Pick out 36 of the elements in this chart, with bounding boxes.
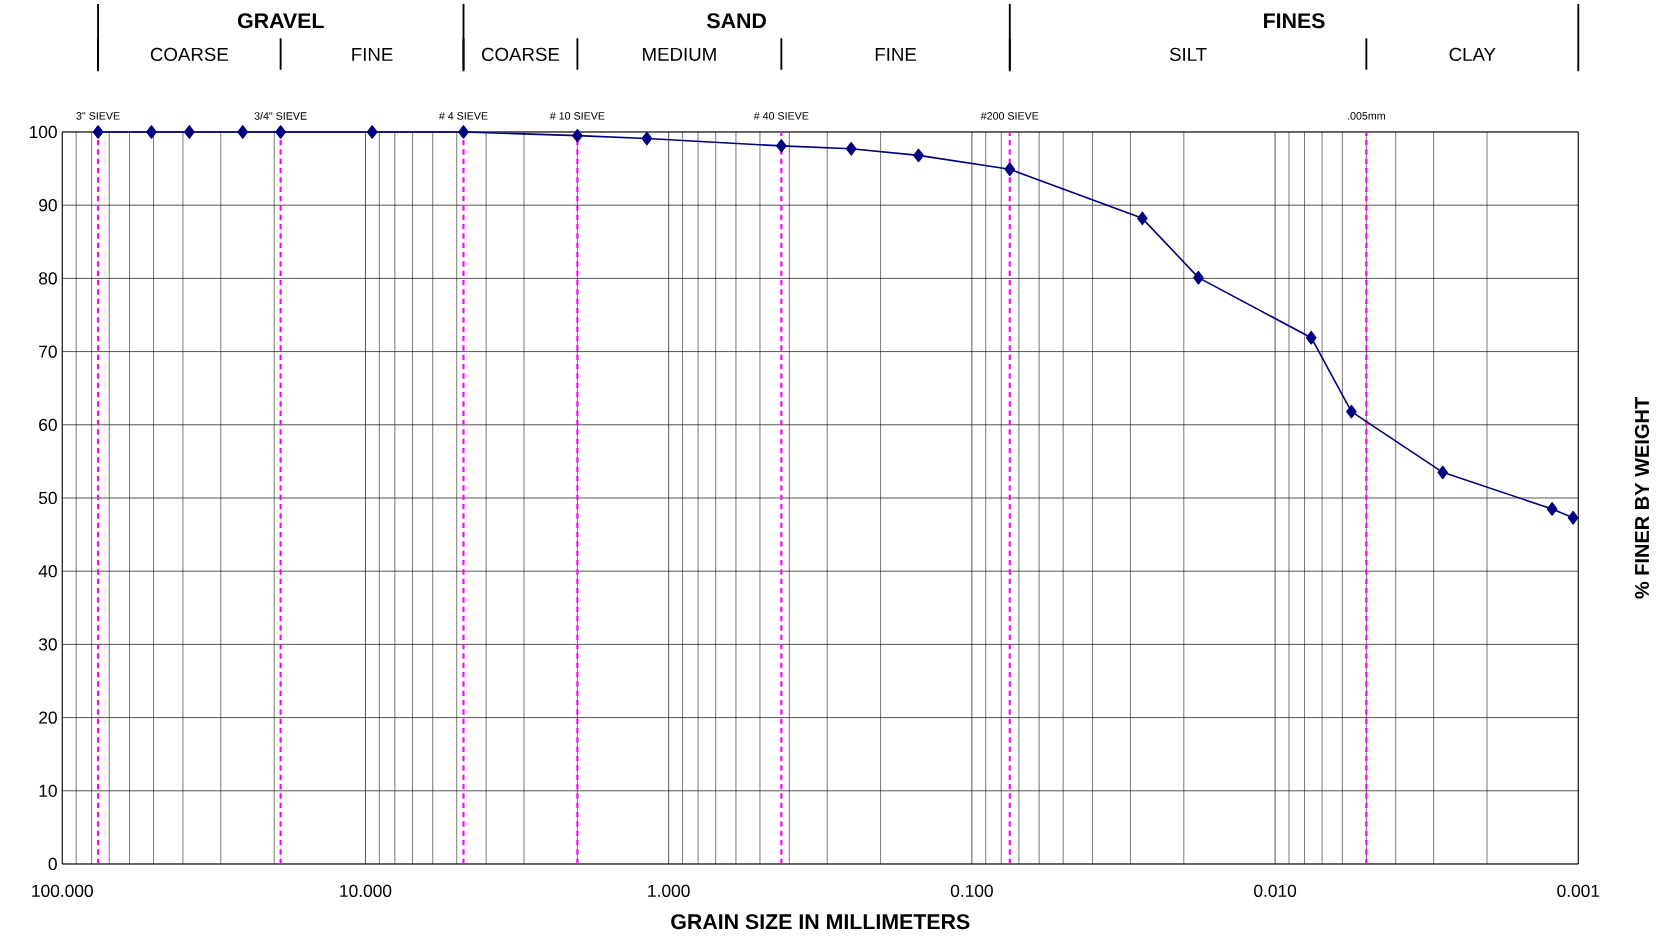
ref-line-label: # 10 SIEVE xyxy=(549,112,605,120)
ref-line-label: # 40 SIEVE xyxy=(753,112,809,120)
x-axis-title: GRAIN SIZE IN MILLIMETERS xyxy=(671,914,970,930)
y-tick-label: 10 xyxy=(39,784,57,797)
text: COARSE xyxy=(481,47,560,61)
y-tick-label: 0 xyxy=(48,857,57,871)
text: SILT xyxy=(1169,47,1207,61)
x-tick-label: 0.001 xyxy=(1557,884,1600,897)
ref-line-label: .005mm xyxy=(1348,112,1385,120)
y-axis-title: % FINER BY WEIGHT xyxy=(1634,397,1650,599)
text: GRAVEL xyxy=(238,13,324,29)
text: MEDIUM xyxy=(643,47,716,61)
ref-line-label: 3/4" SIEVE xyxy=(254,111,307,120)
y-tick-label: 30 xyxy=(38,638,57,651)
x-tick-label: 1.000 xyxy=(648,884,690,897)
ref-line-label: #200 SIEVE xyxy=(980,112,1039,120)
text: COARSE xyxy=(150,47,228,61)
x-tick-label: 100.000 xyxy=(32,884,93,897)
text: FINE xyxy=(352,47,393,61)
x-tick-label: 10.000 xyxy=(340,884,392,897)
x-tick-label: 0.100 xyxy=(950,884,993,897)
y-tick-label: 80 xyxy=(39,272,57,285)
y-tick-label: 50 xyxy=(38,491,57,505)
ref-line-label: # 4 SIEVE xyxy=(438,112,488,120)
text: FINES xyxy=(1264,13,1325,29)
y-tick-label: 40 xyxy=(38,565,57,578)
y-tick-label: 70 xyxy=(39,345,57,358)
y-tick-label: 90 xyxy=(39,199,57,212)
text: SAND xyxy=(707,13,766,29)
ref-line-label: 3" SIEVE xyxy=(76,112,120,120)
text: CLAY xyxy=(1449,47,1496,61)
y-tick-label: 20 xyxy=(39,711,57,724)
x-tick-label: 0.010 xyxy=(1254,884,1297,897)
y-tick-label: 60 xyxy=(39,418,57,431)
y-tick-label: 100 xyxy=(29,125,57,139)
text: FINE xyxy=(875,47,917,61)
